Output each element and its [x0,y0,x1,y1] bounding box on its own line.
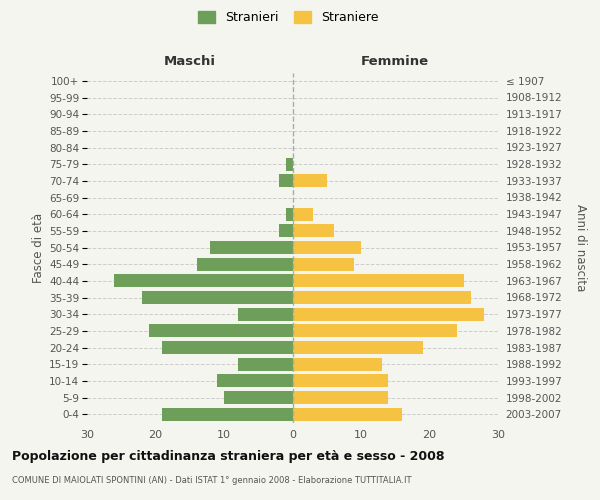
Bar [286,158,293,170]
Bar [293,324,457,338]
Bar [115,274,293,287]
Legend: Stranieri, Straniere: Stranieri, Straniere [193,6,383,29]
Text: COMUNE DI MAIOLATI SPONTINI (AN) - Dati ISTAT 1° gennaio 2008 - Elaborazione TUT: COMUNE DI MAIOLATI SPONTINI (AN) - Dati … [12,476,412,485]
Bar [293,408,402,420]
Text: Maschi: Maschi [164,54,216,68]
Bar [163,408,293,420]
Bar [279,224,293,237]
Bar [293,241,361,254]
Bar [293,308,484,320]
Bar [238,358,293,370]
Bar [211,241,293,254]
Bar [279,174,293,188]
Bar [142,291,293,304]
Text: Femmine: Femmine [361,54,430,68]
Bar [293,174,327,188]
Bar [293,258,354,270]
Bar [293,274,464,287]
Bar [224,391,293,404]
Y-axis label: Fasce di età: Fasce di età [32,212,45,282]
Y-axis label: Anni di nascita: Anni di nascita [574,204,587,291]
Bar [286,208,293,220]
Bar [293,374,388,388]
Bar [293,341,422,354]
Bar [197,258,293,270]
Bar [293,358,382,370]
Bar [163,341,293,354]
Text: Popolazione per cittadinanza straniera per età e sesso - 2008: Popolazione per cittadinanza straniera p… [12,450,445,463]
Bar [293,224,334,237]
Bar [293,291,470,304]
Bar [217,374,293,388]
Bar [293,391,388,404]
Bar [293,208,313,220]
Bar [149,324,293,338]
Bar [238,308,293,320]
